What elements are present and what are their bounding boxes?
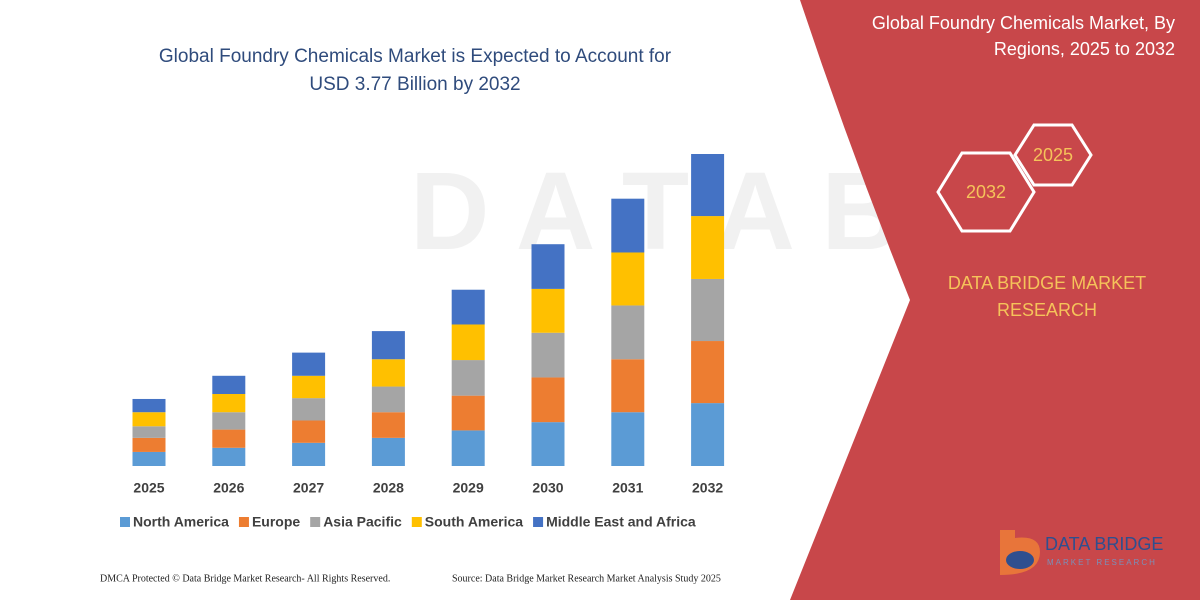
chart-title: Global Foundry Chemicals Market is Expec…	[159, 46, 672, 67]
bar-segment	[531, 377, 565, 423]
logo-tagline: MARKET RESEARCH	[1047, 558, 1157, 567]
side-panel	[790, 0, 1200, 600]
bar-segment	[451, 395, 485, 431]
bar-segment	[691, 341, 725, 404]
hexagon	[936, 151, 1036, 233]
legend-label: South America	[425, 514, 523, 530]
bar-segment	[132, 398, 166, 413]
bar-segment	[531, 244, 565, 289]
bar-segment	[691, 216, 725, 279]
bar-segment	[611, 198, 645, 253]
legend-label: Europe	[252, 514, 300, 530]
logo-mark	[1006, 551, 1034, 569]
bar-segment	[451, 324, 485, 361]
bar-segment	[371, 437, 405, 466]
bar-segment	[371, 359, 405, 387]
panel-title: Global Foundry Chemicals Market, By	[872, 13, 1175, 33]
bar-segment	[451, 360, 485, 396]
bar-segment	[371, 331, 405, 360]
bar-segment	[212, 447, 246, 466]
bar-segment	[212, 412, 246, 430]
bar-segment	[292, 375, 326, 399]
bar-segment	[371, 386, 405, 413]
x-tick-label: 2030	[532, 480, 563, 496]
bar-segment	[212, 375, 246, 394]
brand-text: RESEARCH	[997, 300, 1097, 320]
footer-text: Source: Data Bridge Market Research Mark…	[452, 573, 721, 584]
bar-segment	[212, 429, 246, 448]
legend-label: Asia Pacific	[323, 514, 402, 530]
logo: DATA BRIDGE MARKET RESEARCH	[1000, 530, 1163, 575]
legend-swatch	[310, 517, 321, 527]
legend-label: Middle East and Africa	[546, 514, 696, 530]
bar-segment	[531, 332, 565, 378]
bar-segment	[212, 394, 246, 413]
x-tick-label: 2032	[692, 480, 723, 496]
hexagon-label: 2032	[966, 182, 1006, 202]
legend-swatch	[533, 517, 544, 527]
bar-segment	[691, 278, 725, 342]
panel-title: Regions, 2025 to 2032	[994, 39, 1175, 59]
bar-segment	[611, 305, 645, 360]
bar-segment	[691, 403, 725, 466]
x-tick-label: 2026	[213, 480, 244, 496]
bar-segment	[132, 437, 166, 452]
chart-title: USD 3.77 Billion by 2032	[309, 74, 520, 95]
legend-swatch	[411, 517, 422, 527]
bar-segment	[292, 398, 326, 421]
bar-segment	[292, 442, 326, 466]
hexagon-label: 2025	[1033, 145, 1073, 165]
x-tick-label: 2025	[133, 480, 164, 496]
bar-segment	[292, 420, 326, 443]
legend-swatch	[120, 517, 130, 527]
x-tick-label: 2031	[612, 480, 643, 496]
x-tick-label: 2028	[373, 480, 404, 496]
hexagon	[1013, 123, 1093, 187]
bar-segment	[611, 412, 645, 466]
bar-segment	[132, 426, 166, 438]
brand-text: DATA BRIDGE MARKET	[948, 273, 1146, 293]
bar-segment	[611, 252, 645, 306]
bar-segment	[451, 430, 485, 466]
footer-text: DMCA Protected © Data Bridge Market Rese…	[100, 573, 390, 584]
bar-segment	[691, 154, 725, 217]
bar-segment	[531, 288, 565, 333]
bar-segment	[451, 289, 485, 325]
bar-segment	[531, 422, 565, 466]
bar-segment	[292, 352, 326, 376]
legend-swatch	[238, 517, 249, 527]
legend-label: North America	[133, 514, 229, 530]
logo-name: DATA BRIDGE	[1045, 534, 1163, 554]
bar-segment	[132, 451, 166, 466]
x-tick-label: 2027	[293, 480, 324, 496]
x-tick-label: 2029	[453, 480, 484, 496]
bar-segment	[611, 359, 645, 413]
chart: 2025 2026 2027 2028 2029 2030 2031 2032 North Am…	[120, 154, 725, 530]
bar-segment	[371, 412, 405, 438]
bar-segment	[132, 412, 166, 427]
